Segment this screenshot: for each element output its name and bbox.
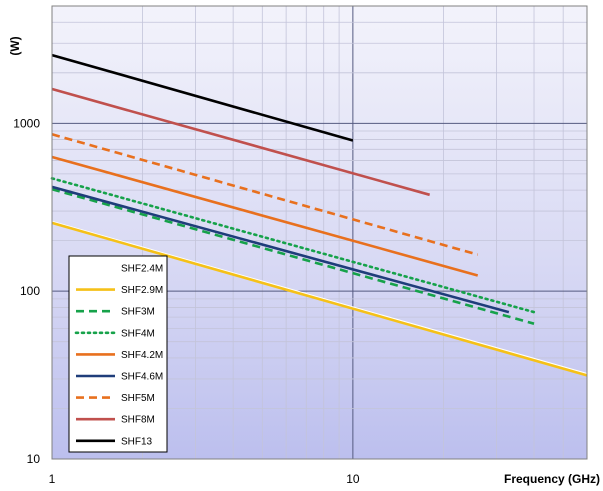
legend: SHF2.4M SHF2.9M SHF3M SHF4M SHF4.2M SHF4.6M SH… xyxy=(68,255,168,453)
x-tick-label: 1 xyxy=(49,472,56,486)
legend-label: SHF4.6M xyxy=(121,372,163,383)
series-line-shf4m xyxy=(50,177,536,314)
y-tick-label: 100 xyxy=(20,284,40,298)
legend-label: SHF8M xyxy=(121,415,155,426)
series-line-shf4-6m xyxy=(51,185,510,314)
series-line-shf2-9m xyxy=(51,221,588,377)
legend-label: SHF4.2M xyxy=(121,350,163,361)
legend-label: SHF4M xyxy=(121,328,155,339)
tick-labels: 10 100 1000 1 10 xyxy=(13,116,360,486)
x-axis-title: Frequency (GHz) xyxy=(504,472,600,486)
x-tick-label: 10 xyxy=(346,472,360,486)
series-line-shf5m xyxy=(51,133,479,256)
series-line-shf3m xyxy=(51,187,535,325)
y-tick-label: 1000 xyxy=(13,116,40,130)
legend-label: SHF3M xyxy=(121,307,155,318)
legend-label: SHF13 xyxy=(121,436,153,447)
legend-label: SHF5M xyxy=(121,393,155,404)
y-tick-label: 10 xyxy=(27,452,41,466)
legend-label: SHF2.4M xyxy=(121,264,163,275)
legend-label: SHF2.9M xyxy=(121,285,163,296)
series-line-shf4-2m xyxy=(51,155,479,277)
series-layer xyxy=(50,53,588,377)
series-line-shf13 xyxy=(51,53,354,142)
plot-border xyxy=(51,5,588,460)
series-line-shf8m xyxy=(51,87,431,197)
y-axis-title: (W) xyxy=(8,36,22,55)
